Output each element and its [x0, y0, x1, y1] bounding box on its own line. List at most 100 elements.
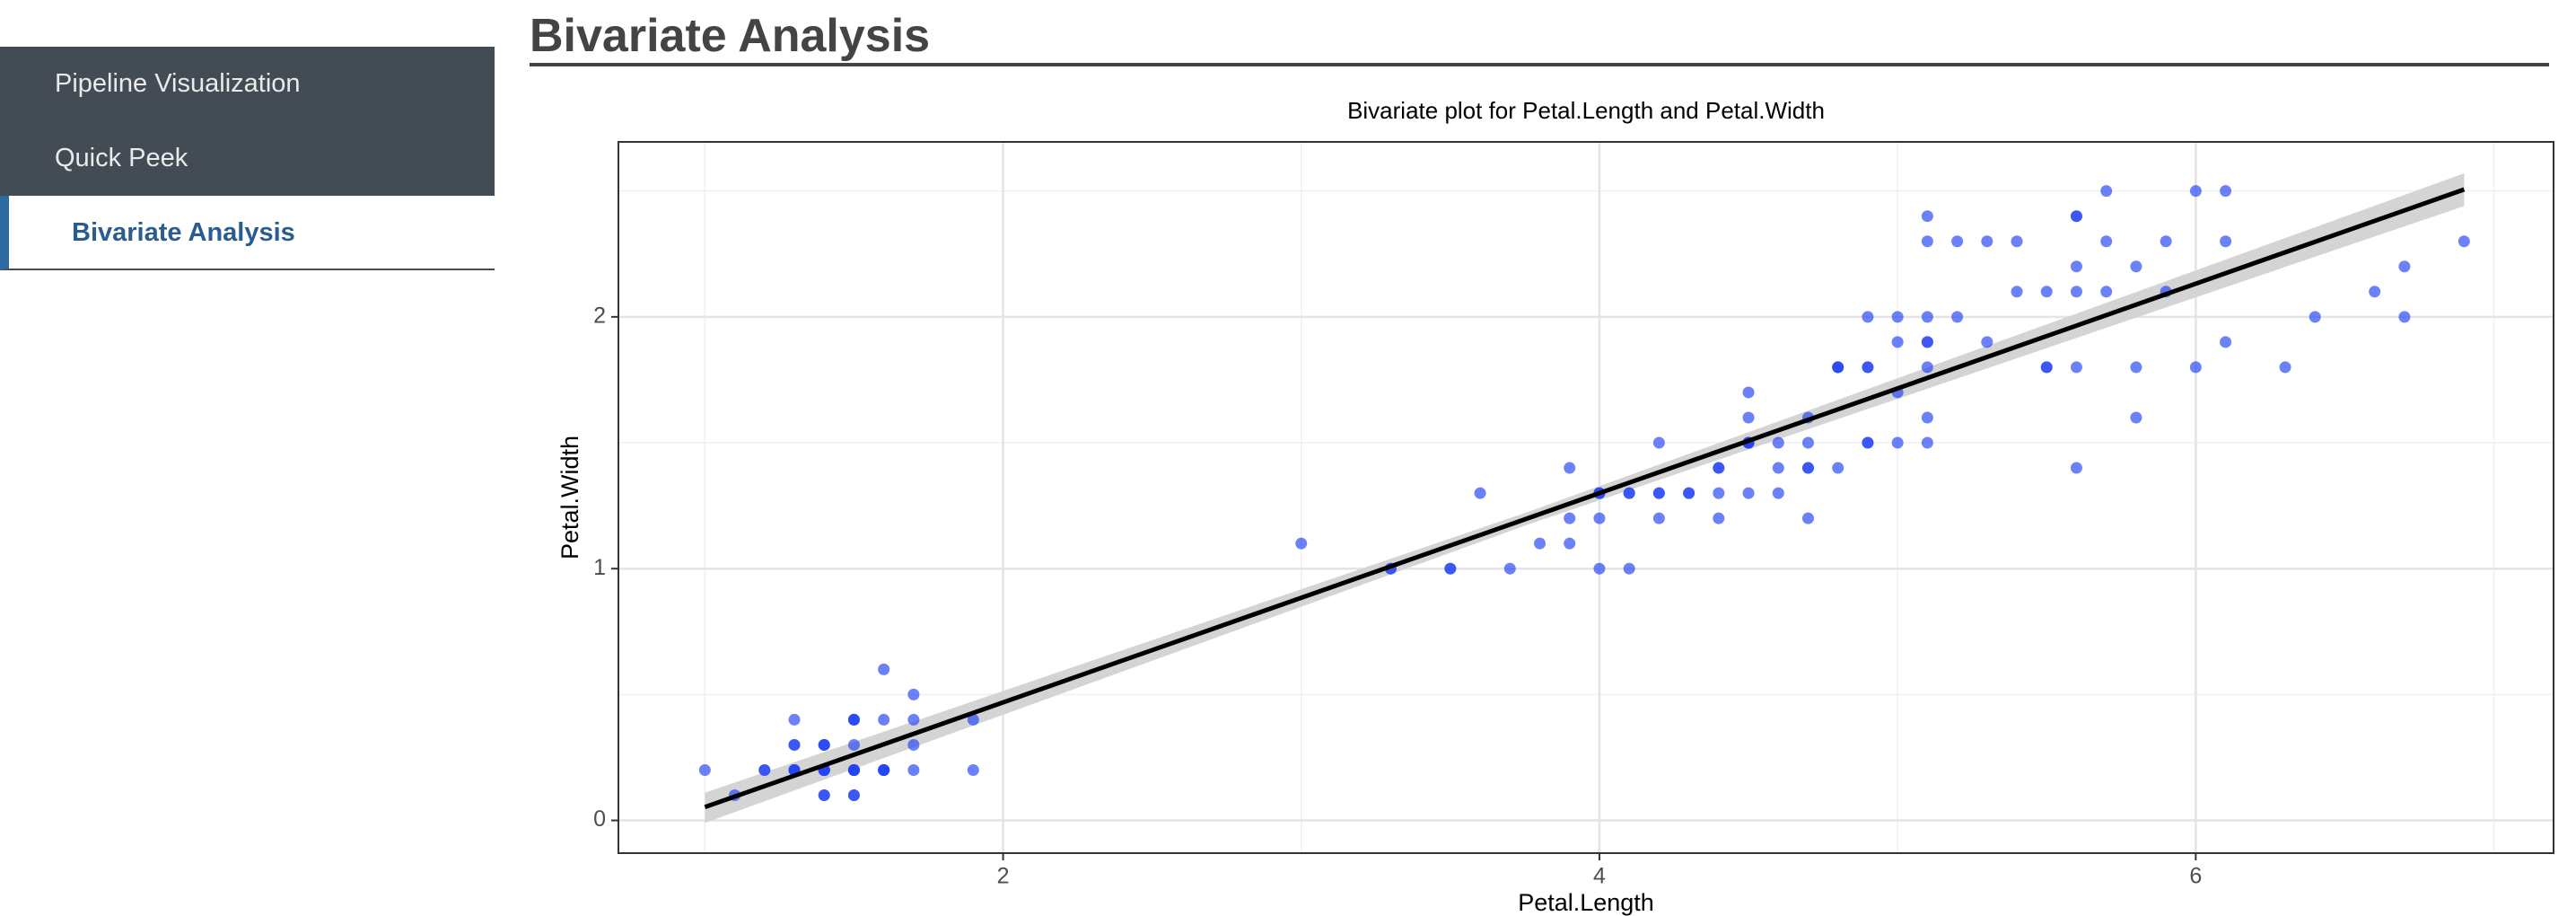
point	[758, 763, 771, 776]
y-tick-label: 2	[593, 303, 606, 328]
point	[2100, 286, 2113, 298]
point	[2011, 286, 2023, 298]
point	[967, 763, 979, 776]
point	[1742, 411, 1755, 424]
point	[1801, 462, 1814, 474]
point	[2220, 235, 2232, 248]
point	[2040, 286, 2053, 298]
point	[907, 763, 920, 776]
point	[907, 738, 920, 751]
point	[788, 738, 801, 751]
point	[1564, 537, 1576, 550]
point	[2369, 286, 2381, 298]
point	[1862, 436, 1874, 449]
point	[2070, 462, 2082, 474]
point	[1921, 411, 1933, 424]
point	[1951, 235, 1964, 248]
point	[1593, 512, 1606, 524]
point	[1713, 487, 1725, 499]
point	[1951, 311, 1964, 323]
point	[2189, 361, 2202, 374]
point	[1862, 361, 1874, 374]
point	[2220, 336, 2232, 348]
point	[1713, 462, 1725, 474]
point	[2458, 235, 2470, 248]
point	[1593, 562, 1606, 575]
point	[1921, 336, 1933, 348]
point	[1921, 436, 1933, 449]
point	[1772, 462, 1784, 474]
x-tick-label: 2	[997, 864, 1010, 889]
point	[2040, 361, 2053, 374]
point	[2070, 361, 2082, 374]
point	[878, 713, 890, 726]
point	[1921, 210, 1933, 223]
x-tick-label: 6	[2189, 864, 2202, 889]
y-tick-label: 1	[593, 555, 606, 580]
point	[2309, 311, 2321, 323]
point	[1921, 235, 1933, 248]
point	[1534, 537, 1546, 550]
plot-border	[618, 141, 2554, 854]
point	[1891, 336, 1904, 348]
point	[2100, 185, 2113, 198]
point	[1772, 487, 1784, 499]
nav-item[interactable]: Pipeline Visualization	[0, 47, 495, 121]
point	[847, 789, 860, 802]
x-tick-label: 4	[1593, 864, 1606, 889]
point	[2130, 260, 2142, 273]
point	[1801, 436, 1814, 449]
point	[967, 713, 979, 726]
point	[788, 713, 801, 726]
y-tick-label: 0	[593, 806, 606, 832]
point	[1623, 562, 1635, 575]
point	[847, 738, 860, 751]
point	[878, 763, 890, 776]
point	[1832, 462, 1844, 474]
title-rule	[530, 63, 2549, 66]
point	[1862, 311, 1874, 323]
point	[2130, 361, 2142, 374]
point	[818, 789, 830, 802]
point	[1801, 512, 1814, 524]
point	[1652, 487, 1665, 499]
point	[1474, 487, 1486, 499]
point	[1772, 436, 1784, 449]
point	[1295, 537, 1308, 550]
point	[2189, 185, 2202, 198]
point	[1503, 562, 1516, 575]
sidebar: Pipeline Visualization Quick Peek Bivari…	[0, 47, 495, 270]
point	[847, 713, 860, 726]
point	[1652, 512, 1665, 524]
point	[2398, 260, 2411, 273]
point	[2070, 260, 2082, 273]
point	[2070, 286, 2082, 298]
point	[2011, 235, 2023, 248]
y-axis-label: Petal.Width	[556, 436, 583, 559]
point	[1921, 311, 1933, 323]
point	[1891, 311, 1904, 323]
point	[847, 763, 860, 776]
point	[1981, 235, 1993, 248]
point	[2398, 311, 2411, 323]
point	[1683, 487, 1695, 499]
point	[818, 738, 830, 751]
point	[1981, 336, 1993, 348]
page-title: Bivariate Analysis	[530, 10, 931, 62]
point	[1444, 562, 1457, 575]
point	[2220, 185, 2232, 198]
point	[1891, 436, 1904, 449]
chart-title: Bivariate plot for Petal.Length and Peta…	[1347, 97, 1825, 124]
point	[1921, 361, 1933, 374]
point	[1564, 462, 1576, 474]
point	[698, 763, 711, 776]
fit-line	[704, 187, 2466, 810]
point	[1832, 361, 1844, 374]
point	[907, 713, 920, 726]
nav-item[interactable]: Quick Peek	[0, 121, 495, 196]
nav-item-active[interactable]: Bivariate Analysis	[0, 196, 495, 270]
point	[1652, 436, 1665, 449]
point	[1742, 487, 1755, 499]
point	[2100, 235, 2113, 248]
